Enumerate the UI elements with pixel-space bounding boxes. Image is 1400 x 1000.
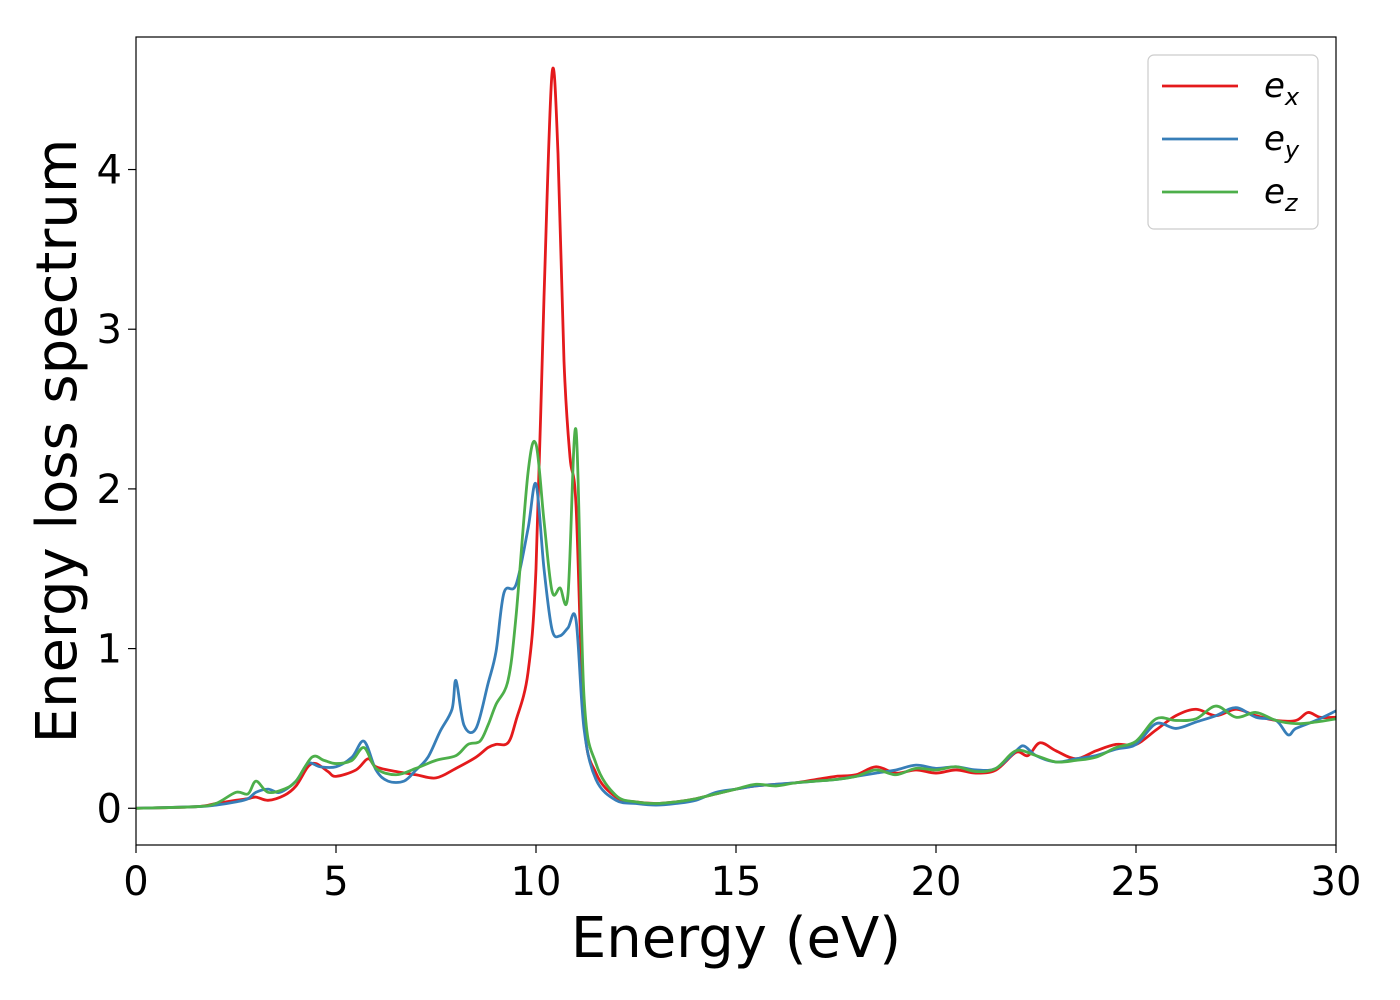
x-axis: 0 5 10 15 20 25 30 [123,845,1361,905]
x-tick-label: 30 [1311,859,1362,905]
legend-box [1147,54,1319,230]
series-line-x [136,66,1336,810]
y-axis-title: Energy loss spectrum [25,139,90,744]
y-tick-label: 4 [97,148,122,194]
y-axis: 0 1 2 3 4 [97,148,136,832]
legend-label-x: ex [1264,66,1300,111]
x-tick-label: 0 [123,859,148,905]
legend-label-z: ez [1264,172,1299,217]
y-tick-label: 1 [97,627,122,673]
y-tick-label: 2 [97,467,122,513]
x-axis-title: Energy (eV) [571,906,901,971]
y-tick-label: 0 [97,786,122,832]
legend-label-y: ey [1264,119,1300,164]
x-tick-label: 10 [511,859,562,905]
series-line-z [136,427,1336,810]
x-tick-label: 25 [1111,859,1162,905]
series-layer [136,66,1336,810]
x-tick-label: 20 [911,859,962,905]
series-line-y [136,482,1336,810]
y-tick-label: 3 [97,307,122,353]
legend: ex ey ez [1147,54,1319,230]
x-tick-label: 5 [323,859,348,905]
x-tick-label: 15 [711,859,762,905]
